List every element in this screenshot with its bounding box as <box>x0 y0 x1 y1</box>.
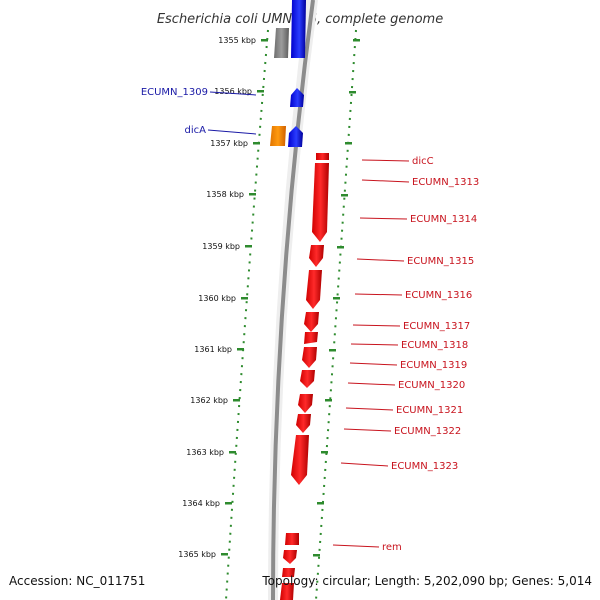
gene-arrow-red-rem-a <box>285 533 299 545</box>
kbp-label: 1357 kbp <box>210 139 248 148</box>
gene-label-ecumn-1316: ECUMN_1316 <box>405 290 472 301</box>
gene-block-gray <box>274 28 289 58</box>
right-gene-leader <box>332 544 380 548</box>
right-gene-leader <box>361 179 410 183</box>
reverse-strand-features <box>270 0 306 147</box>
gene-arrow-red-1317 <box>304 332 318 344</box>
left-scale-tick <box>229 451 236 454</box>
gene-label-ecumn-1320: ECUMN_1320 <box>398 380 465 391</box>
right-scale-ticks <box>313 39 360 557</box>
gene-arrow-blue-dica <box>288 126 303 147</box>
right-scale-tick <box>325 399 332 402</box>
gene-arrow-red-1315 <box>306 270 322 309</box>
gene-arrow-blue-1309 <box>290 88 304 107</box>
backbone-line <box>271 0 315 600</box>
gene-label-ecumn-1319: ECUMN_1319 <box>400 360 467 371</box>
right-scale-tick <box>345 142 352 145</box>
right-gene-leader <box>356 258 405 262</box>
gene-label-ecumn-1318: ECUMN_1318 <box>401 340 468 351</box>
left-scale-tick <box>249 193 256 196</box>
kbp-label: 1359 kbp <box>202 242 240 251</box>
gene-label-ecumn-1314: ECUMN_1314 <box>410 214 477 225</box>
gene-label-ecumn-1321: ECUMN_1321 <box>396 405 463 416</box>
gene-label-dica: dicA <box>185 125 207 136</box>
kbp-label: 1365 kbp <box>178 550 216 559</box>
right-scale-tick <box>337 246 344 249</box>
right-gene-leader <box>352 324 401 327</box>
right-scale-tick <box>317 502 324 505</box>
gene-label-ecumn-1322: ECUMN_1322 <box>394 426 461 437</box>
gene-arrow-red-1318 <box>302 347 317 368</box>
gene-label-ecumn-1309: ECUMN_1309 <box>141 87 208 98</box>
right-scale-tick <box>353 39 360 42</box>
kbp-label: 1356 kbp <box>214 87 252 96</box>
gene-arrow-red-1319 <box>300 370 315 388</box>
gene-arrow-red-rem-c <box>282 568 295 577</box>
kbp-label: 1355 kbp <box>218 36 256 45</box>
right-gene-labels: dicC ECUMN_1313 ECUMN_1314 ECUMN_1315 ECUMN_… <box>332 156 479 553</box>
left-gene-leader <box>207 129 257 135</box>
left-scale-tick <box>237 348 244 351</box>
right-gene-leader <box>343 428 392 432</box>
right-scale-tick <box>313 554 320 557</box>
left-scale-tick <box>221 553 228 556</box>
right-ruler-track <box>315 29 357 600</box>
left-scale-tick <box>225 502 232 505</box>
accession-label: Accession: NC_011751 <box>9 574 146 588</box>
gene-arrow-red-1321 <box>296 414 311 433</box>
right-gene-leader <box>349 362 398 366</box>
right-scale-tick <box>341 194 348 197</box>
genome-summary-label: Topology: circular; Length: 5,202,090 bp… <box>262 574 592 588</box>
backbone-shadow <box>268 0 318 600</box>
gene-label-ecumn-1313: ECUMN_1313 <box>412 177 479 188</box>
left-scale-tick <box>233 399 240 402</box>
gene-label-ecumn-1315: ECUMN_1315 <box>407 256 474 267</box>
right-scale-tick <box>329 349 336 352</box>
right-gene-leader <box>359 217 408 220</box>
gene-label-dicc: dicC <box>412 156 434 167</box>
gene-arrow-red-dicc <box>316 153 329 160</box>
gene-arrow-red-1320 <box>298 394 313 413</box>
forward-strand-features <box>280 153 329 600</box>
backbone <box>268 0 318 600</box>
gene-arrow-red-rem-d <box>280 583 294 600</box>
right-scale-tick <box>321 451 328 454</box>
kbp-label: 1364 kbp <box>182 499 220 508</box>
gene-label-rem: rem <box>382 542 402 553</box>
left-ruler-track <box>225 29 269 600</box>
right-gene-leader <box>361 159 410 162</box>
left-gene-labels: ECUMN_1309 dicA <box>141 87 257 136</box>
right-gene-leader <box>354 293 403 296</box>
right-gene-leader <box>340 462 389 467</box>
gene-block-orange-dica <box>270 126 286 146</box>
left-scale-tick <box>241 297 248 300</box>
kbp-label: 1360 kbp <box>198 294 236 303</box>
gene-label-ecumn-1323: ECUMN_1323 <box>391 461 458 472</box>
right-gene-leader <box>345 407 394 411</box>
right-gene-leader <box>347 382 396 386</box>
left-scale-tick <box>261 39 268 42</box>
left-scale-tick <box>245 245 252 248</box>
gene-arrow-red-1314 <box>309 245 324 267</box>
right-gene-leader <box>350 343 399 346</box>
left-gene-leader <box>209 91 257 96</box>
gene-arrow-blue-top <box>291 0 306 58</box>
left-scale-tick <box>257 90 264 93</box>
gene-arrow-red-1313 <box>312 163 329 242</box>
kbp-label: 1363 kbp <box>186 448 224 457</box>
right-scale-tick <box>333 297 340 300</box>
gene-arrow-red-rem-b <box>283 550 297 564</box>
gene-label-ecumn-1317: ECUMN_1317 <box>403 321 470 332</box>
left-scale-tick <box>253 142 260 145</box>
kbp-scale: 1355 kbp 1356 kbp 1357 kbp 1358 kbp 1359 kbp… <box>178 36 268 559</box>
kbp-label: 1358 kbp <box>206 190 244 199</box>
kbp-label: 1362 kbp <box>190 396 228 405</box>
gene-arrow-red-1323 <box>291 435 309 485</box>
kbp-label: 1361 kbp <box>194 345 232 354</box>
right-scale-tick <box>349 91 356 94</box>
gene-arrow-red-1316 <box>304 312 319 332</box>
